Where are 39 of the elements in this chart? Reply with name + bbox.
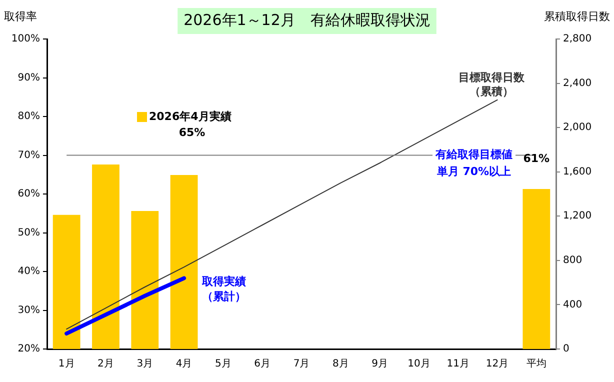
x-tick-label: 10月 [408, 358, 430, 370]
x-tick-label: 4月 [176, 358, 192, 370]
y2-tick-label: 1,200 [563, 210, 592, 222]
y2-tick-label: 1,600 [563, 166, 592, 178]
y2-axis-title: 累積取得日数 [544, 10, 610, 23]
x-tick-label: 7月 [293, 358, 310, 370]
y2-tick-label: 2,400 [563, 78, 592, 89]
y2-tick-label: 2,000 [563, 122, 592, 134]
x-tick-label: 2月 [98, 358, 114, 370]
chart-title: 2026年1～12月 有給休暇取得状況 [184, 10, 430, 29]
x-tick-label: 11月 [446, 358, 470, 370]
x-tick-label: 平均 [526, 358, 546, 370]
x-tick-label: 1月 [58, 358, 75, 370]
x-tick-label: 5月 [215, 358, 232, 370]
x-tick-label: 8月 [332, 358, 349, 370]
y-tick-label: 30% [18, 304, 40, 316]
series-label: 目標取得日数（累積） [458, 70, 526, 98]
y-tick-label: 50% [18, 227, 40, 238]
annotation: 65% [178, 126, 206, 139]
series-label: 取得実績（累計） [201, 275, 246, 303]
y2-tick-label: 400 [563, 299, 582, 310]
data-label: 61% [523, 152, 550, 165]
x-tick-label: 9月 [372, 358, 388, 370]
x-tick-label: 12月 [486, 358, 509, 370]
legend-label: 2026年4月実績 [149, 110, 232, 123]
y-tick-label: 70% [18, 150, 40, 161]
x-tick-label: 3月 [136, 358, 154, 370]
y-tick-label: 20% [18, 344, 40, 355]
y-axis-title: 取得率 [4, 10, 37, 23]
y-tick-label: 90% [18, 72, 40, 84]
y-tick-label: 40% [18, 266, 40, 278]
y2-tick-label: 0 [563, 344, 570, 355]
y2-tick-label: 800 [563, 255, 582, 266]
x-tick-label: 6月 [254, 358, 271, 370]
y-tick-label: 100% [11, 34, 40, 45]
y2-tick-label: 2,800 [563, 34, 592, 45]
y-tick-label: 60% [18, 188, 40, 200]
y-tick-label: 80% [18, 111, 40, 122]
ref-line-label: 有給取得目標値単月 70%以上 [434, 148, 512, 178]
